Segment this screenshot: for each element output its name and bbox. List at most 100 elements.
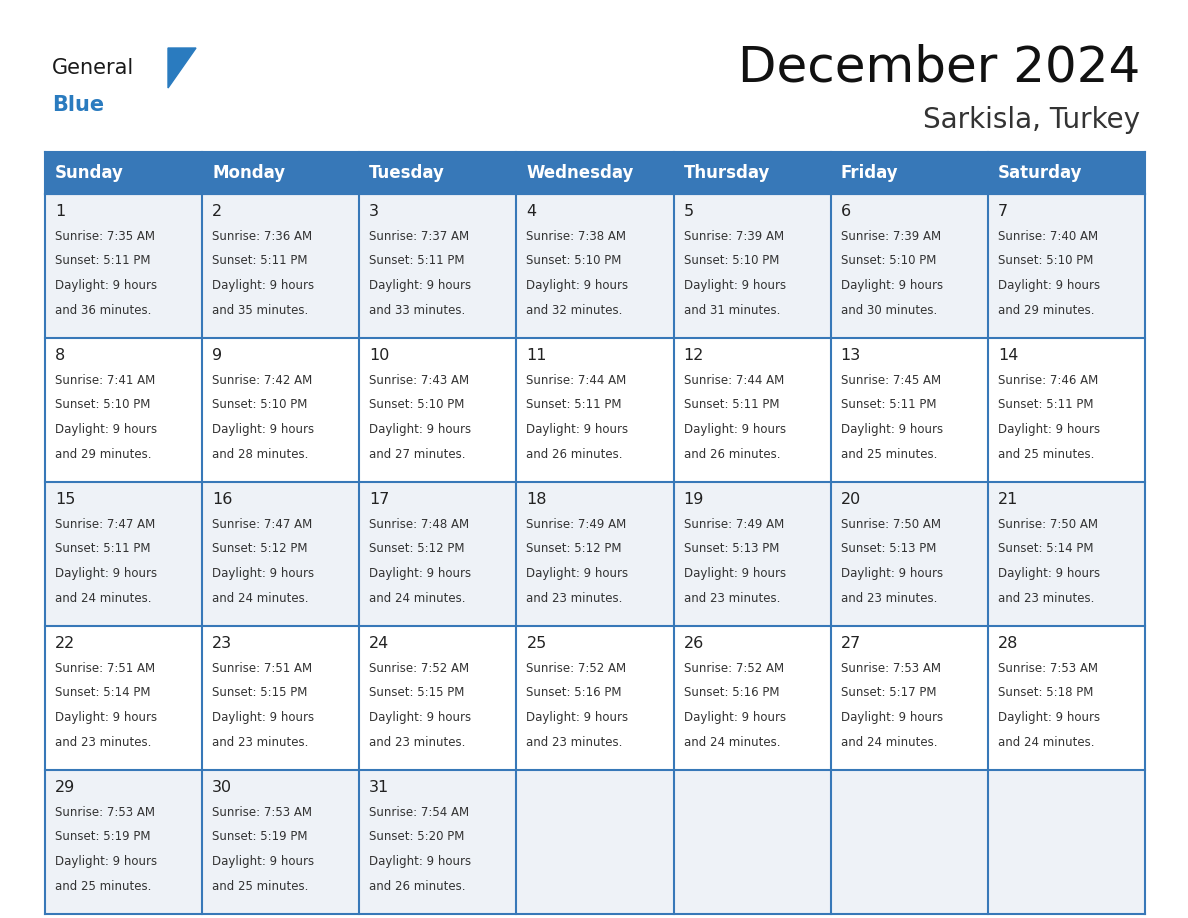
Text: 27: 27 [841, 636, 861, 652]
Text: General: General [52, 58, 134, 78]
Text: Sunrise: 7:51 AM: Sunrise: 7:51 AM [213, 662, 312, 675]
Text: and 24 minutes.: and 24 minutes. [55, 592, 152, 606]
Text: and 24 minutes.: and 24 minutes. [369, 592, 466, 606]
Text: Daylight: 9 hours: Daylight: 9 hours [683, 711, 785, 724]
Text: 5: 5 [683, 205, 694, 219]
Text: Sunset: 5:13 PM: Sunset: 5:13 PM [841, 543, 936, 555]
Text: Daylight: 9 hours: Daylight: 9 hours [213, 711, 315, 724]
Text: Sunrise: 7:46 AM: Sunrise: 7:46 AM [998, 374, 1098, 386]
Text: Daylight: 9 hours: Daylight: 9 hours [526, 567, 628, 580]
Text: Sunset: 5:15 PM: Sunset: 5:15 PM [213, 687, 308, 700]
Text: Sunset: 5:11 PM: Sunset: 5:11 PM [998, 398, 1093, 411]
Text: Sunrise: 7:53 AM: Sunrise: 7:53 AM [55, 805, 154, 819]
Text: Saturday: Saturday [998, 164, 1082, 182]
Text: Sunset: 5:11 PM: Sunset: 5:11 PM [55, 543, 151, 555]
Text: Sunset: 5:10 PM: Sunset: 5:10 PM [841, 254, 936, 267]
Text: 28: 28 [998, 636, 1018, 652]
Text: Sunset: 5:16 PM: Sunset: 5:16 PM [526, 687, 623, 700]
Text: Sunset: 5:12 PM: Sunset: 5:12 PM [369, 543, 465, 555]
Text: and 29 minutes.: and 29 minutes. [998, 305, 1094, 318]
Text: 11: 11 [526, 349, 546, 364]
Text: and 24 minutes.: and 24 minutes. [841, 736, 937, 749]
Bar [45, 338, 1145, 482]
Text: Sunset: 5:10 PM: Sunset: 5:10 PM [213, 398, 308, 411]
Text: Sunrise: 7:43 AM: Sunrise: 7:43 AM [369, 374, 469, 386]
Bar [45, 770, 1145, 914]
Text: Sunset: 5:20 PM: Sunset: 5:20 PM [369, 831, 465, 844]
Text: Sunrise: 7:44 AM: Sunrise: 7:44 AM [683, 374, 784, 386]
Text: Daylight: 9 hours: Daylight: 9 hours [369, 279, 472, 293]
Text: and 26 minutes.: and 26 minutes. [526, 449, 623, 462]
Text: Sunrise: 7:47 AM: Sunrise: 7:47 AM [55, 518, 156, 531]
Text: and 24 minutes.: and 24 minutes. [998, 736, 1094, 749]
Text: Daylight: 9 hours: Daylight: 9 hours [998, 279, 1100, 293]
Text: Sunrise: 7:53 AM: Sunrise: 7:53 AM [998, 662, 1098, 675]
Text: Tuesday: Tuesday [369, 164, 446, 182]
Text: 31: 31 [369, 780, 390, 796]
Text: and 23 minutes.: and 23 minutes. [526, 736, 623, 749]
Text: Daylight: 9 hours: Daylight: 9 hours [55, 567, 157, 580]
Text: Daylight: 9 hours: Daylight: 9 hours [213, 567, 315, 580]
Text: Sunset: 5:15 PM: Sunset: 5:15 PM [369, 687, 465, 700]
Text: and 26 minutes.: and 26 minutes. [683, 449, 781, 462]
Text: 12: 12 [683, 349, 704, 364]
Text: Sunrise: 7:40 AM: Sunrise: 7:40 AM [998, 230, 1098, 242]
Text: Blue: Blue [52, 95, 105, 115]
Text: 24: 24 [369, 636, 390, 652]
Text: 15: 15 [55, 492, 75, 508]
Text: Sunset: 5:10 PM: Sunset: 5:10 PM [683, 254, 779, 267]
Text: Daylight: 9 hours: Daylight: 9 hours [526, 423, 628, 436]
Text: Sunrise: 7:51 AM: Sunrise: 7:51 AM [55, 662, 156, 675]
Text: Daylight: 9 hours: Daylight: 9 hours [55, 423, 157, 436]
Text: and 25 minutes.: and 25 minutes. [841, 449, 937, 462]
Text: 3: 3 [369, 205, 379, 219]
Text: and 29 minutes.: and 29 minutes. [55, 449, 152, 462]
Text: and 23 minutes.: and 23 minutes. [998, 592, 1094, 606]
Text: 30: 30 [213, 780, 233, 796]
Text: Sunset: 5:17 PM: Sunset: 5:17 PM [841, 687, 936, 700]
Text: Sunset: 5:10 PM: Sunset: 5:10 PM [998, 254, 1093, 267]
Text: Sunset: 5:11 PM: Sunset: 5:11 PM [369, 254, 465, 267]
Text: Sunset: 5:13 PM: Sunset: 5:13 PM [683, 543, 779, 555]
Text: 29: 29 [55, 780, 75, 796]
Text: and 27 minutes.: and 27 minutes. [369, 449, 466, 462]
Text: 22: 22 [55, 636, 75, 652]
Text: Wednesday: Wednesday [526, 164, 634, 182]
Text: and 25 minutes.: and 25 minutes. [55, 880, 151, 893]
Text: Sunset: 5:14 PM: Sunset: 5:14 PM [55, 687, 151, 700]
Text: and 31 minutes.: and 31 minutes. [683, 305, 781, 318]
Text: Daylight: 9 hours: Daylight: 9 hours [683, 279, 785, 293]
Text: Daylight: 9 hours: Daylight: 9 hours [841, 423, 943, 436]
Text: Sunset: 5:12 PM: Sunset: 5:12 PM [213, 543, 308, 555]
Text: 9: 9 [213, 349, 222, 364]
Text: 10: 10 [369, 349, 390, 364]
Text: Sunrise: 7:49 AM: Sunrise: 7:49 AM [683, 518, 784, 531]
Text: Daylight: 9 hours: Daylight: 9 hours [55, 856, 157, 868]
Text: Sunday: Sunday [55, 164, 124, 182]
Text: 17: 17 [369, 492, 390, 508]
Text: Sunrise: 7:42 AM: Sunrise: 7:42 AM [213, 374, 312, 386]
Text: Sunset: 5:12 PM: Sunset: 5:12 PM [526, 543, 623, 555]
Text: Sunrise: 7:39 AM: Sunrise: 7:39 AM [683, 230, 784, 242]
Text: 13: 13 [841, 349, 861, 364]
Bar [45, 482, 1145, 626]
Text: Sunrise: 7:50 AM: Sunrise: 7:50 AM [841, 518, 941, 531]
Text: Sunset: 5:10 PM: Sunset: 5:10 PM [526, 254, 621, 267]
Text: 2: 2 [213, 205, 222, 219]
Text: Sunrise: 7:37 AM: Sunrise: 7:37 AM [369, 230, 469, 242]
Text: Sunrise: 7:52 AM: Sunrise: 7:52 AM [526, 662, 626, 675]
Text: and 25 minutes.: and 25 minutes. [213, 880, 309, 893]
Text: and 28 minutes.: and 28 minutes. [213, 449, 309, 462]
Text: Sunrise: 7:54 AM: Sunrise: 7:54 AM [369, 805, 469, 819]
Text: Sunset: 5:11 PM: Sunset: 5:11 PM [841, 398, 936, 411]
Text: Sunset: 5:18 PM: Sunset: 5:18 PM [998, 687, 1093, 700]
Text: Friday: Friday [841, 164, 898, 182]
Text: Sunset: 5:19 PM: Sunset: 5:19 PM [55, 831, 151, 844]
Text: 4: 4 [526, 205, 537, 219]
Text: Sarkisla, Turkey: Sarkisla, Turkey [923, 106, 1140, 134]
Text: Daylight: 9 hours: Daylight: 9 hours [369, 856, 472, 868]
Text: Daylight: 9 hours: Daylight: 9 hours [998, 423, 1100, 436]
Text: December 2024: December 2024 [738, 44, 1140, 92]
Text: and 30 minutes.: and 30 minutes. [841, 305, 937, 318]
Text: Daylight: 9 hours: Daylight: 9 hours [841, 279, 943, 293]
